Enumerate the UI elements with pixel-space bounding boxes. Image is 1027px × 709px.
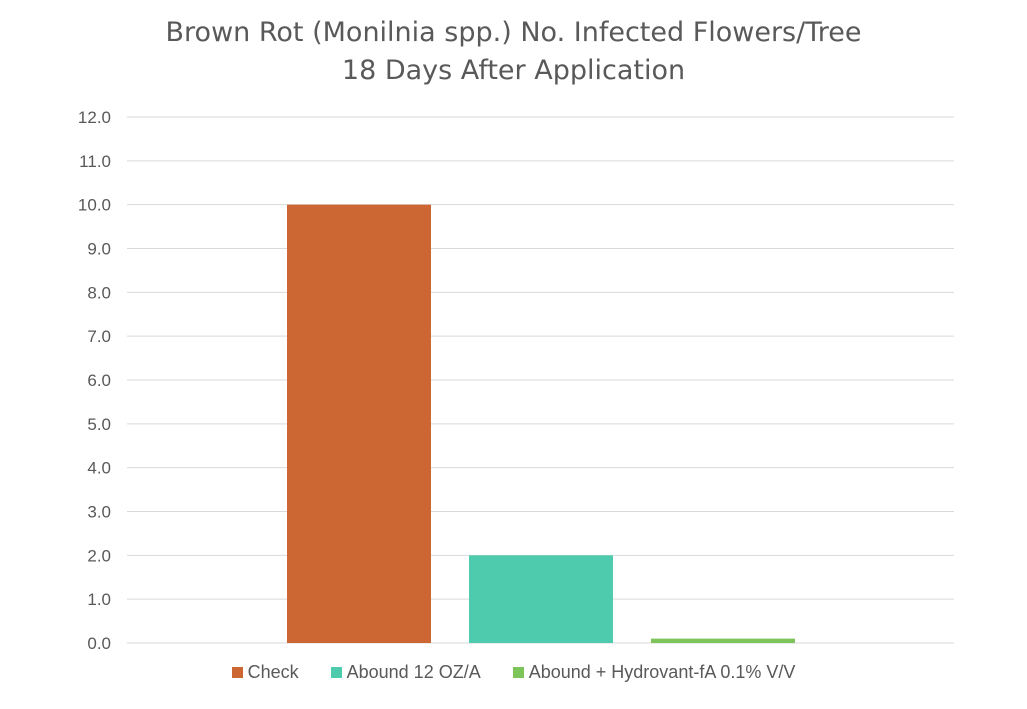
chart-title-line2: 18 Days After Application bbox=[341, 55, 686, 86]
y-tick-label: 11.0 bbox=[79, 152, 111, 171]
chart-title: Brown Rot (Monilnia spp.) No. Infected F… bbox=[0, 14, 1027, 90]
legend: Check Abound 12 OZ/A Abound + Hydrovant-fA… bbox=[0, 662, 1027, 683]
legend-swatch bbox=[231, 667, 243, 678]
y-tick-label: 3.0 bbox=[87, 503, 111, 522]
bar bbox=[651, 638, 795, 643]
legend-label: Abound 12 OZ/A bbox=[346, 662, 481, 682]
y-tick-label: 9.0 bbox=[87, 240, 111, 259]
y-tick-label: 12.0 bbox=[78, 108, 111, 127]
y-tick-label: 10.0 bbox=[78, 196, 111, 215]
bars bbox=[287, 204, 795, 643]
y-tick-label: 8.0 bbox=[87, 283, 111, 302]
chart-title-line1: Brown Rot (Monilnia spp.) No. Infected F… bbox=[165, 17, 862, 48]
y-tick-label: 7.0 bbox=[87, 327, 111, 346]
legend-item: Abound + Hydrovant-fA 0.1% V/V bbox=[512, 662, 796, 683]
legend-item: Check bbox=[231, 662, 299, 683]
y-tick-label: 0.0 bbox=[87, 634, 111, 653]
y-axis-ticks: 0.0 1.0 2.0 3.0 4.0 5.0 6.0 7.0 8.0 9.0 10.0 11.0 12… bbox=[78, 108, 111, 653]
y-tick-label: 2.0 bbox=[87, 546, 111, 565]
legend-label: Abound + Hydrovant-fA 0.1% V/V bbox=[528, 662, 796, 682]
bar bbox=[287, 204, 431, 643]
legend-item: Abound 12 OZ/A bbox=[330, 662, 481, 683]
bar bbox=[469, 555, 613, 643]
y-tick-label: 1.0 bbox=[87, 590, 111, 609]
legend-swatch bbox=[330, 667, 342, 678]
y-tick-label: 6.0 bbox=[87, 371, 111, 390]
legend-label: Check bbox=[247, 662, 299, 682]
gridlines bbox=[127, 116, 954, 644]
y-tick-label: 5.0 bbox=[87, 415, 111, 434]
y-tick-label: 4.0 bbox=[87, 459, 111, 478]
legend-swatch bbox=[512, 667, 524, 678]
